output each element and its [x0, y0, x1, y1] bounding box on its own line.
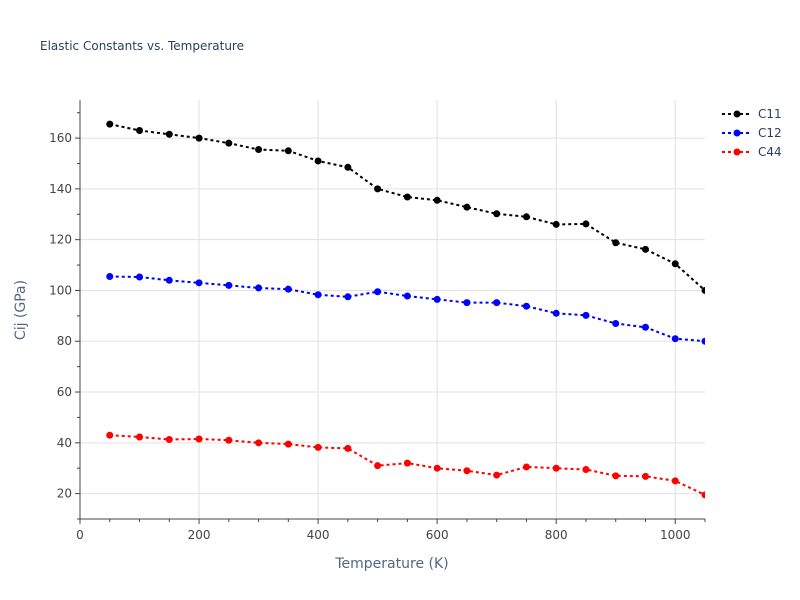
data-point-c11[interactable]	[403, 193, 411, 201]
data-point-c11[interactable]	[671, 260, 679, 268]
data-point-c12[interactable]	[552, 309, 560, 317]
legend-swatch-marker	[733, 110, 741, 118]
legend-label: C11	[758, 107, 782, 121]
legend[interactable]: C11 C12 C44	[722, 107, 782, 159]
data-point-c12[interactable]	[284, 285, 292, 293]
data-point-c44[interactable]	[433, 464, 441, 472]
data-point-c11[interactable]	[136, 126, 144, 134]
data-point-c44[interactable]	[641, 472, 649, 480]
legend-item-c11[interactable]: C11	[722, 107, 782, 121]
legend-label: C44	[758, 145, 782, 159]
data-point-c12[interactable]	[136, 273, 144, 281]
legend-item-c44[interactable]: C44	[722, 145, 782, 159]
data-point-c12[interactable]	[641, 323, 649, 331]
series-layer	[106, 120, 709, 499]
y-tick-label: 80	[57, 334, 72, 348]
x-tick-label: 400	[307, 528, 330, 542]
data-point-c44[interactable]	[284, 440, 292, 448]
data-point-c11[interactable]	[225, 139, 233, 147]
data-point-c12[interactable]	[225, 281, 233, 289]
data-point-c44[interactable]	[136, 433, 144, 441]
data-point-c11[interactable]	[552, 220, 560, 228]
data-point-c12[interactable]	[403, 292, 411, 300]
data-point-c11[interactable]	[255, 146, 263, 154]
data-point-c11[interactable]	[493, 210, 501, 218]
series-line-c12	[109, 275, 705, 343]
x-tick-label: 1000	[660, 528, 691, 542]
data-point-c44[interactable]	[552, 464, 560, 472]
y-tick-label: 20	[57, 487, 72, 501]
data-point-c12[interactable]	[463, 299, 471, 307]
axis-layer: 0 200 400 600 800 1000 20 40 60 80 100 120 140 160	[49, 100, 706, 542]
x-tick-label: 0	[76, 528, 84, 542]
y-tick-label: 60	[57, 385, 72, 399]
data-point-c44[interactable]	[374, 462, 382, 470]
data-point-c12[interactable]	[195, 279, 203, 287]
x-tick-label: 600	[426, 528, 449, 542]
data-point-c11[interactable]	[106, 120, 114, 128]
data-point-c12[interactable]	[255, 284, 263, 292]
x-tick-label: 200	[188, 528, 211, 542]
data-point-c12[interactable]	[582, 311, 590, 319]
data-point-c11[interactable]	[641, 245, 649, 253]
data-point-c11[interactable]	[612, 239, 620, 247]
data-point-c44[interactable]	[493, 471, 501, 479]
y-tick-label: 140	[49, 182, 72, 196]
data-point-c11[interactable]	[374, 185, 382, 193]
y-tick-label: 120	[49, 233, 72, 247]
x-tick-label: 800	[545, 528, 568, 542]
data-point-c44[interactable]	[701, 491, 709, 499]
y-tick-label: 100	[49, 283, 72, 297]
legend-item-c12[interactable]: C12	[722, 126, 782, 140]
data-point-c44[interactable]	[403, 459, 411, 467]
data-point-c11[interactable]	[195, 134, 203, 142]
legend-label: C12	[758, 126, 782, 140]
data-point-c44[interactable]	[165, 436, 173, 444]
series-c12	[106, 272, 709, 345]
series-c11	[106, 120, 709, 294]
data-point-c11[interactable]	[433, 196, 441, 204]
data-point-c44[interactable]	[106, 431, 114, 439]
data-point-c11[interactable]	[284, 147, 292, 155]
grid-layer	[80, 100, 705, 519]
data-point-c11[interactable]	[314, 157, 322, 165]
legend-swatch-marker	[733, 148, 741, 156]
y-tick-label: 160	[49, 131, 72, 145]
data-point-c12[interactable]	[344, 293, 352, 301]
data-point-c12[interactable]	[493, 299, 501, 307]
data-point-c44[interactable]	[463, 467, 471, 475]
data-point-c44[interactable]	[522, 463, 530, 471]
data-point-c11[interactable]	[522, 213, 530, 221]
data-point-c12[interactable]	[314, 291, 322, 299]
data-point-c44[interactable]	[195, 435, 203, 443]
data-point-c44[interactable]	[612, 472, 620, 480]
data-point-c44[interactable]	[671, 477, 679, 485]
data-point-c44[interactable]	[225, 436, 233, 444]
data-point-c44[interactable]	[255, 439, 263, 447]
data-point-c44[interactable]	[582, 465, 590, 473]
y-axis-title: Cij (GPa)	[13, 280, 29, 340]
data-point-c11[interactable]	[165, 130, 173, 138]
data-point-c12[interactable]	[612, 319, 620, 327]
data-point-c12[interactable]	[522, 302, 530, 310]
x-axis-title: Temperature (K)	[334, 556, 448, 572]
data-point-c11[interactable]	[701, 286, 709, 294]
data-point-c12[interactable]	[374, 288, 382, 296]
legend-swatch-marker	[733, 129, 741, 137]
data-point-c11[interactable]	[344, 163, 352, 171]
series-c44	[106, 431, 709, 499]
data-point-c12[interactable]	[433, 295, 441, 303]
data-point-c12[interactable]	[671, 335, 679, 343]
data-point-c12[interactable]	[165, 276, 173, 284]
data-point-c12[interactable]	[106, 272, 114, 280]
data-point-c11[interactable]	[463, 203, 471, 211]
y-tick-label: 40	[57, 436, 72, 450]
data-point-c44[interactable]	[344, 444, 352, 452]
data-point-c44[interactable]	[314, 443, 322, 451]
data-point-c12[interactable]	[701, 337, 709, 345]
chart-title: Elastic Constants vs. Temperature	[40, 39, 244, 53]
data-point-c11[interactable]	[582, 220, 590, 228]
